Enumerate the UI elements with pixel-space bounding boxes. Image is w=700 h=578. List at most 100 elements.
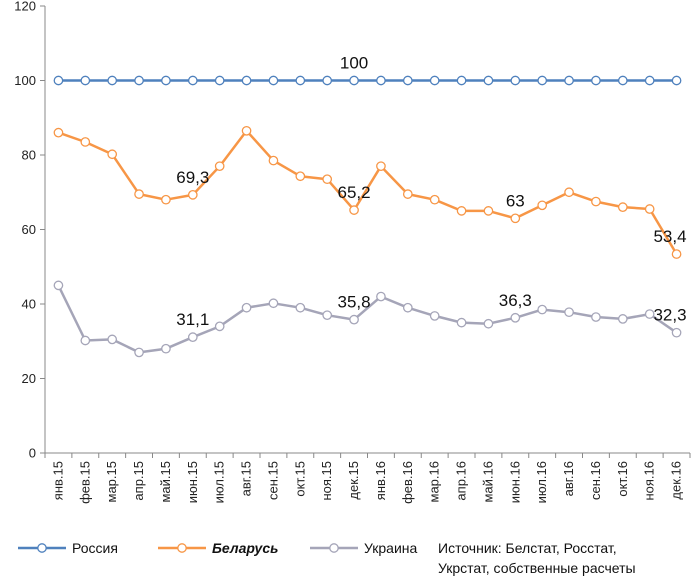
data-point: [187, 190, 198, 200]
data-point: [429, 311, 440, 321]
data-point: [402, 302, 413, 313]
y-tick-label: 60: [22, 222, 36, 237]
x-tick-label: июл.15: [212, 461, 227, 503]
data-label: 36,3: [499, 291, 532, 310]
data-point: [349, 75, 359, 86]
x-tick-label: сен.15: [265, 461, 280, 500]
data-point: [268, 298, 279, 309]
x-tick-label: дек.16: [669, 461, 684, 500]
data-point: [456, 206, 467, 216]
data-point: [80, 137, 91, 147]
data-point: [644, 204, 655, 214]
data-point: [483, 318, 494, 329]
data-point: [134, 347, 144, 358]
data-point: [214, 161, 225, 172]
x-tick-label: ноя.16: [642, 461, 657, 501]
data-point: [671, 327, 682, 338]
data-point: [80, 335, 91, 346]
legend-label: Украина: [364, 540, 418, 556]
data-point: [644, 309, 655, 319]
data-point: [134, 75, 144, 86]
data-point: [187, 332, 198, 343]
x-tick-label: май.15: [158, 461, 173, 503]
data-point: [376, 291, 386, 302]
data-label: 53,4: [653, 227, 686, 246]
data-point: [591, 196, 601, 207]
data-label: 65,2: [338, 183, 371, 202]
legend-marker: [329, 543, 339, 553]
data-point: [322, 75, 333, 86]
x-tick-label: июн.15: [185, 461, 200, 503]
data-point: [456, 317, 467, 328]
data-label: 69,3: [176, 168, 209, 187]
data-point: [564, 75, 574, 86]
legend-marker: [177, 543, 187, 553]
data-point: [537, 200, 548, 211]
data-label: 35,8: [338, 293, 371, 312]
data-point: [591, 312, 601, 322]
x-tick-label: мар.15: [104, 461, 119, 502]
data-point: [322, 310, 333, 321]
data-point: [295, 302, 306, 313]
data-point: [268, 75, 279, 86]
data-point: [510, 213, 521, 224]
x-tick-label: авг.15: [239, 461, 254, 496]
data-point: [510, 75, 521, 86]
data-point: [322, 174, 333, 185]
data-point: [161, 343, 171, 354]
x-tick-label: ноя.15: [319, 461, 334, 501]
data-point: [537, 304, 548, 315]
annotations: 100 69,3 65,2 63 53,4 31,1 35,8 36,3 32,3: [176, 54, 686, 330]
y-tick-label: 80: [22, 148, 36, 163]
x-tick-label: апр.15: [131, 461, 146, 501]
legend-marker: [37, 543, 47, 553]
x-tick-label: июн.16: [507, 461, 522, 503]
data-point: [214, 75, 225, 86]
data-point: [617, 314, 628, 324]
data-point: [671, 75, 682, 86]
data-point: [161, 194, 171, 205]
x-tick-label: окт.16: [615, 461, 630, 497]
y-tick-label: 120: [14, 0, 36, 14]
data-point: [376, 161, 386, 172]
data-point: [376, 75, 386, 86]
data-point: [510, 312, 521, 323]
data-label: 31,1: [176, 310, 209, 329]
x-tick-label: фев.16: [400, 461, 415, 504]
data-point: [537, 75, 548, 86]
data-point: [107, 75, 118, 86]
data-point: [564, 187, 574, 198]
x-tick-label: янв.15: [50, 461, 65, 500]
x-tick-label: сен.16: [588, 461, 603, 500]
data-point: [456, 75, 467, 86]
data-point: [214, 321, 225, 332]
source-line: Источник: Белстат, Росстат,: [438, 540, 617, 556]
legend-label: Россия: [72, 540, 118, 556]
data-point: [295, 171, 306, 182]
x-tick-label: апр.16: [454, 461, 469, 501]
data-point: [564, 307, 574, 318]
x-tick-label: июл.16: [534, 461, 549, 503]
data-point: [349, 314, 359, 325]
y-tick-label: 100: [14, 73, 36, 88]
x-tick-label: авг.16: [561, 461, 576, 496]
series-lines: [53, 75, 682, 358]
data-point: [429, 194, 440, 205]
data-point: [241, 75, 252, 86]
x-tick-label: окт.15: [292, 461, 307, 497]
data-point: [53, 127, 64, 138]
data-point: [268, 155, 279, 166]
source-note: Источник: Белстат, Росстат, Укрстат, собс…: [438, 540, 636, 576]
x-tick-label: мар.16: [427, 461, 442, 502]
x-tick-label: май.16: [480, 461, 495, 503]
y-tick-label: 20: [22, 371, 36, 386]
data-point: [107, 334, 118, 345]
data-point: [241, 125, 252, 136]
data-point: [161, 75, 171, 86]
data-point: [53, 280, 64, 291]
data-label: 100: [340, 54, 368, 73]
data-point: [617, 75, 628, 86]
axes: 0 20 40 60 80 100 120 янв.15 фев.15 мар.15 апр.15 м…: [14, 0, 691, 504]
